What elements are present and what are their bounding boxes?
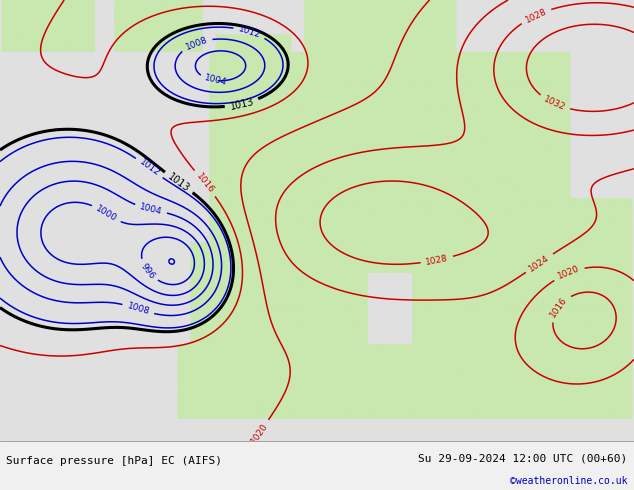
Text: 1016: 1016	[548, 295, 569, 319]
Text: 1028: 1028	[425, 253, 449, 267]
Text: 1020: 1020	[249, 421, 269, 445]
Text: 1028: 1028	[524, 6, 548, 25]
Text: 1020: 1020	[557, 265, 581, 281]
Text: 1012: 1012	[237, 24, 262, 40]
Text: Su 29-09-2024 12:00 UTC (00+60): Su 29-09-2024 12:00 UTC (00+60)	[418, 453, 628, 463]
Text: 1016: 1016	[194, 172, 216, 195]
Text: ©weatheronline.co.uk: ©weatheronline.co.uk	[510, 476, 628, 486]
Text: 1004: 1004	[204, 74, 228, 88]
Text: 1000: 1000	[94, 204, 119, 223]
Text: 996: 996	[139, 262, 157, 281]
Text: 1013: 1013	[166, 171, 191, 194]
Text: 1024: 1024	[527, 253, 552, 273]
Text: 1012: 1012	[138, 158, 161, 178]
Text: 1008: 1008	[184, 35, 209, 51]
Text: 1032: 1032	[542, 95, 567, 112]
Text: 1013: 1013	[229, 96, 255, 112]
Text: 1008: 1008	[126, 301, 150, 317]
Text: Surface pressure [hPa] EC (AIFS): Surface pressure [hPa] EC (AIFS)	[6, 456, 223, 466]
Text: 1004: 1004	[139, 202, 163, 217]
